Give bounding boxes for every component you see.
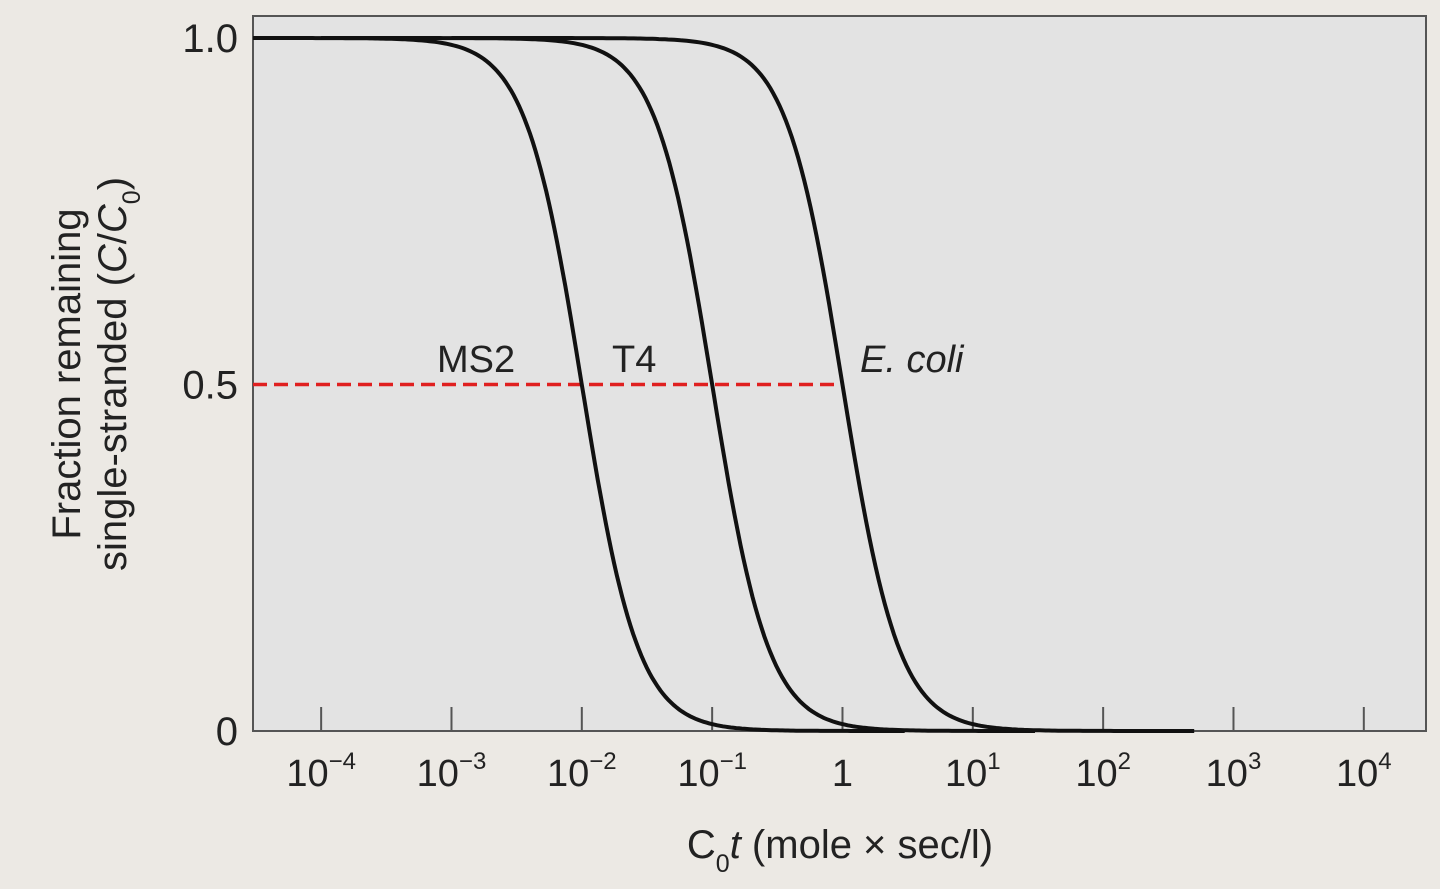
y-axis-label-line2: single-stranded (C/C0) <box>91 177 146 571</box>
x-tick-label: 102 <box>1075 748 1131 795</box>
x-tick-exponent: −4 <box>329 748 356 775</box>
label-part: (mole × sec/l) <box>741 823 993 867</box>
x-tick-label: 1 <box>832 753 853 795</box>
x-tick-base: 10 <box>677 753 719 795</box>
x-tick-label: 10−4 <box>286 748 356 795</box>
x-tick-label: 101 <box>945 748 1001 795</box>
x-axis-label: C0t (mole × sec/l) <box>687 823 993 878</box>
x-tick-base: 10 <box>945 753 987 795</box>
x-tick-exponent: −2 <box>589 748 616 775</box>
y-axis-label: Fraction remaining single-stranded (C/C0) <box>45 177 146 571</box>
label-part: t <box>730 823 743 867</box>
x-tick-exponent: 2 <box>1118 748 1131 775</box>
x-tick-exponent: 1 <box>987 748 1000 775</box>
series-label: T4 <box>612 339 656 381</box>
label-part: 0 <box>118 190 146 204</box>
y-axis-label-line1: Fraction remaining <box>45 208 89 539</box>
label-part: C <box>91 203 135 233</box>
x-tick-label: 10−3 <box>417 748 487 795</box>
x-tick-base: 10 <box>417 753 459 795</box>
label-part: 0 <box>716 850 730 878</box>
y-tick-label: 0.5 <box>182 364 238 408</box>
label-part: C <box>91 243 135 273</box>
x-tick-label: 10−2 <box>547 748 617 795</box>
x-tick-base: 10 <box>286 753 328 795</box>
y-tick-label: 0 <box>216 710 238 754</box>
x-tick-exponent: −3 <box>459 748 486 775</box>
x-tick-exponent: −1 <box>720 748 747 775</box>
x-tick-base: 10 <box>1206 753 1248 795</box>
series-label: E. coli <box>860 339 965 381</box>
y-tick-label: 1.0 <box>182 17 238 61</box>
x-tick-label: 104 <box>1336 748 1392 795</box>
x-tick-base: 10 <box>547 753 589 795</box>
series-label: MS2 <box>437 339 515 381</box>
series-curve-ecoli <box>451 36 1195 733</box>
label-part: C <box>687 823 716 867</box>
x-tick-exponent: 4 <box>1378 748 1391 775</box>
x-tick-label: 103 <box>1206 748 1262 795</box>
x-tick-base: 10 <box>1075 753 1117 795</box>
x-tick-label: 10−1 <box>677 748 747 795</box>
label-part: single-stranded ( <box>91 272 135 571</box>
x-tick-exponent: 3 <box>1248 748 1261 775</box>
label-part: / <box>91 232 135 244</box>
series-curve-t4 <box>321 36 1035 733</box>
label-part: ) <box>91 177 135 190</box>
x-tick-base: 1 <box>832 753 853 795</box>
x-tick-base: 10 <box>1336 753 1378 795</box>
